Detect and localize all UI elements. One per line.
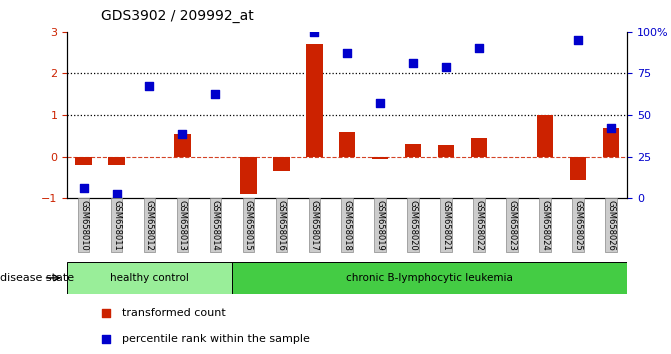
Text: GSM658016: GSM658016	[277, 200, 286, 250]
Text: GSM658026: GSM658026	[607, 200, 615, 250]
Bar	[603, 127, 619, 156]
Text: percentile rank within the sample: percentile rank within the sample	[121, 334, 309, 344]
Text: GSM658025: GSM658025	[574, 200, 582, 250]
Bar	[174, 134, 191, 156]
Text: healthy control: healthy control	[110, 273, 189, 283]
Bar	[240, 156, 256, 194]
Text: GSM658018: GSM658018	[343, 200, 352, 250]
Text: GSM658010: GSM658010	[79, 200, 88, 250]
Text: GSM658011: GSM658011	[112, 200, 121, 250]
Point	[144, 83, 155, 89]
Point	[210, 91, 221, 97]
Bar	[67, 262, 232, 294]
Text: GSM658013: GSM658013	[178, 200, 187, 250]
Text: transformed count: transformed count	[121, 308, 225, 318]
Point	[309, 29, 319, 35]
Bar	[339, 132, 356, 156]
Bar	[306, 44, 323, 156]
Text: GSM658015: GSM658015	[244, 200, 253, 250]
Text: GSM658022: GSM658022	[474, 200, 484, 250]
Bar	[372, 156, 389, 159]
Point	[375, 100, 386, 105]
Point	[111, 191, 122, 197]
Text: GSM658023: GSM658023	[507, 200, 517, 250]
Text: GSM658020: GSM658020	[409, 200, 417, 250]
Point	[79, 185, 89, 191]
Point	[408, 60, 419, 66]
Point	[441, 64, 452, 70]
Point	[474, 46, 484, 51]
Point	[572, 38, 583, 43]
Bar	[438, 145, 454, 156]
Bar	[471, 138, 487, 156]
Bar	[108, 156, 125, 165]
Bar	[405, 144, 421, 156]
Text: GSM658014: GSM658014	[211, 200, 220, 250]
Bar	[570, 156, 586, 179]
Text: GSM658012: GSM658012	[145, 200, 154, 250]
Point	[342, 50, 353, 56]
Text: GSM658021: GSM658021	[442, 200, 451, 250]
Text: chronic B-lymphocytic leukemia: chronic B-lymphocytic leukemia	[346, 273, 513, 283]
Bar	[75, 156, 92, 165]
Text: GSM658019: GSM658019	[376, 200, 384, 250]
Point	[177, 131, 188, 137]
Bar	[537, 115, 553, 156]
Text: GDS3902 / 209992_at: GDS3902 / 209992_at	[101, 9, 254, 23]
Bar	[232, 262, 627, 294]
Point	[605, 125, 616, 130]
Text: GSM658017: GSM658017	[310, 200, 319, 250]
Text: disease state: disease state	[0, 273, 74, 283]
Point	[407, 219, 417, 225]
Bar	[273, 156, 290, 171]
Text: GSM658024: GSM658024	[540, 200, 550, 250]
